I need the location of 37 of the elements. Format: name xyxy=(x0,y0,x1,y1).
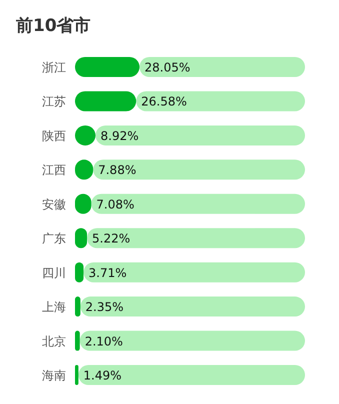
data-label: 2.10% xyxy=(84,334,123,348)
y-tick-label: 北京 xyxy=(42,334,66,348)
y-tick-label: 江西 xyxy=(42,163,66,178)
y-tick-label: 海南 xyxy=(42,368,66,382)
y-tick-label: 浙江 xyxy=(42,60,66,74)
y-tick-label: 陕西 xyxy=(42,128,66,143)
data-label: 3.71% xyxy=(88,266,127,280)
data-label: 8.92% xyxy=(100,128,139,143)
data-label: 7.88% xyxy=(98,163,136,178)
y-tick-label: 广东 xyxy=(42,232,66,246)
y-tick-label: 江苏 xyxy=(42,94,66,109)
bar xyxy=(78,365,305,385)
bar xyxy=(80,330,305,351)
bar xyxy=(75,91,136,112)
data-label: 28.05% xyxy=(144,60,190,74)
bar xyxy=(84,262,305,282)
bar xyxy=(80,296,305,317)
bar xyxy=(96,125,305,146)
y-tick-label: 四川 xyxy=(42,266,66,280)
y-tick-label: 安徽 xyxy=(42,197,66,212)
data-label: 26.58% xyxy=(141,94,187,109)
chart-title: 前10省市 xyxy=(15,16,91,36)
bar xyxy=(75,296,80,317)
data-label: 5.22% xyxy=(92,232,130,246)
bar xyxy=(75,365,78,385)
data-label: 1.49% xyxy=(83,368,122,382)
bar xyxy=(75,57,140,77)
bar xyxy=(136,91,305,112)
bar xyxy=(140,57,305,77)
data-label: 2.35% xyxy=(85,300,124,314)
bar xyxy=(75,262,84,282)
data-label: 7.08% xyxy=(96,197,134,212)
bar xyxy=(87,228,305,248)
bar xyxy=(75,330,80,351)
bar xyxy=(93,160,305,180)
bar xyxy=(91,194,305,214)
y-tick-label: 上海 xyxy=(42,300,66,314)
